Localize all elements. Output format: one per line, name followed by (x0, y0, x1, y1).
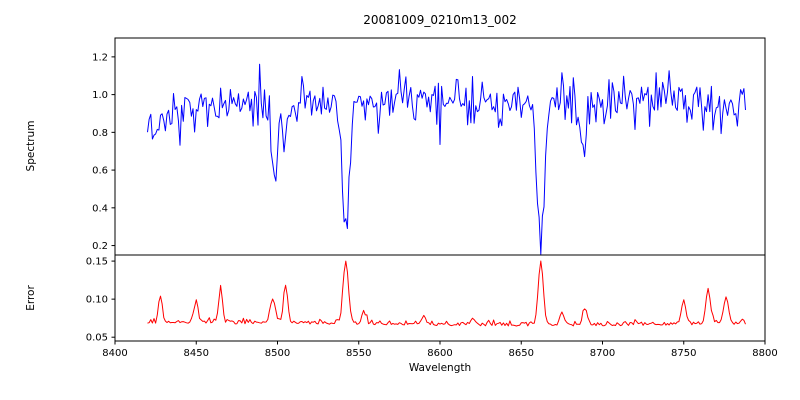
error-ytick-label: 0.15 (86, 257, 108, 268)
xtick-label: 8650 (509, 348, 534, 359)
xtick-label: 8700 (590, 348, 615, 359)
spectrum-line (147, 63, 746, 255)
error-axes-frame (114, 254, 766, 342)
spectrum-axes-frame (114, 37, 766, 256)
spectrum-ytick-label: 1.0 (92, 90, 108, 101)
xtick-label: 8600 (427, 348, 452, 359)
xtick-label: 8750 (671, 348, 696, 359)
xtick-label: 8800 (752, 348, 777, 359)
error-ytick-label: 0.05 (86, 333, 108, 344)
spectrum-ytick-label: 0.4 (92, 203, 108, 214)
x-axis-label: Wavelength (408, 362, 472, 374)
error-ytick-label: 0.10 (86, 295, 108, 306)
spectrum-ytick-label: 1.2 (92, 52, 108, 63)
spectrum-ytick-label: 0.8 (92, 128, 108, 139)
spectrum-ytick-label: 0.2 (92, 241, 108, 252)
xtick-label: 8550 (346, 348, 371, 359)
error-line (147, 260, 746, 327)
chart-title: 20081009_0210m13_002 (363, 13, 517, 27)
spectrum-ytick-label: 0.6 (92, 166, 108, 177)
xtick-label: 8400 (102, 348, 127, 359)
xtick-label: 8450 (184, 348, 209, 359)
xtick-label: 8500 (265, 348, 290, 359)
